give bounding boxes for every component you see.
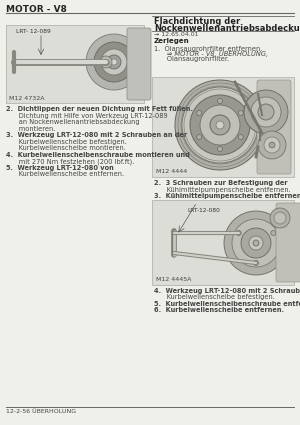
Text: Kurbelwellenscheibe befestigen.: Kurbelwellenscheibe befestigen. — [154, 295, 275, 300]
Circle shape — [271, 230, 276, 235]
Text: M12 4444: M12 4444 — [156, 169, 187, 174]
Text: 5.  Kurbelwellenscheibenschraube entfernen.: 5. Kurbelwellenscheibenschraube entferne… — [154, 301, 300, 307]
Text: Kurbelwellenscheibe befestigen.: Kurbelwellenscheibe befestigen. — [6, 139, 127, 145]
Circle shape — [197, 134, 202, 139]
Text: 4.  Kurbelwellenscheibenschraube montieren und: 4. Kurbelwellenscheibenschraube montiere… — [6, 151, 190, 158]
Circle shape — [258, 131, 286, 159]
Circle shape — [253, 240, 259, 246]
Circle shape — [111, 59, 117, 65]
Circle shape — [100, 56, 112, 68]
Circle shape — [249, 236, 263, 250]
Text: mit 270 Nm festziehen (200 lbf.ft).: mit 270 Nm festziehen (200 lbf.ft). — [6, 158, 134, 164]
Circle shape — [258, 104, 274, 120]
Text: Dichtung mit Hilfe von Werkzeug LRT-12-089: Dichtung mit Hilfe von Werkzeug LRT-12-0… — [6, 113, 168, 119]
Text: 12-2-56 ÜBERHOLUNG: 12-2-56 ÜBERHOLUNG — [6, 409, 76, 414]
Text: Nockenwellenantriebsabdeckung: Nockenwellenantriebsabdeckung — [154, 24, 300, 33]
Circle shape — [254, 261, 259, 266]
Circle shape — [241, 228, 271, 258]
Circle shape — [238, 110, 243, 116]
Circle shape — [269, 142, 275, 148]
Circle shape — [274, 212, 286, 224]
Circle shape — [218, 99, 223, 104]
FancyBboxPatch shape — [257, 80, 291, 174]
Circle shape — [269, 142, 275, 148]
FancyBboxPatch shape — [276, 203, 300, 282]
Text: 4.  Werkzeug LRT-12-080 mit 2 Schrauben an der: 4. Werkzeug LRT-12-080 mit 2 Schrauben a… — [154, 288, 300, 294]
Circle shape — [210, 115, 230, 135]
Circle shape — [244, 90, 288, 134]
Circle shape — [107, 55, 121, 69]
Circle shape — [200, 105, 240, 145]
Text: Zerlegen: Zerlegen — [154, 38, 190, 44]
Text: an Nockenwellenantriebsabdeckung: an Nockenwellenantriebsabdeckung — [6, 119, 140, 125]
Circle shape — [244, 90, 288, 134]
Circle shape — [94, 42, 134, 82]
Text: 3.  Kühlmittelpumpenscheibe entfernen.: 3. Kühlmittelpumpenscheibe entfernen. — [154, 193, 300, 199]
Text: 5.  Werkzeug LRT-12-080 von: 5. Werkzeug LRT-12-080 von — [6, 164, 114, 170]
Circle shape — [251, 97, 281, 127]
Circle shape — [197, 110, 202, 116]
Text: MOTOR - V8: MOTOR - V8 — [6, 5, 67, 14]
Circle shape — [216, 121, 224, 129]
Text: LRT- 12-089: LRT- 12-089 — [16, 29, 51, 34]
Text: 2.  Dichtlippen der neuen Dichtung mit Fett füllen.: 2. Dichtlippen der neuen Dichtung mit Fe… — [6, 106, 193, 112]
Text: M12 4732A: M12 4732A — [9, 96, 44, 101]
Text: Kühlmittelpumpenscheibe entfernen.: Kühlmittelpumpenscheibe entfernen. — [154, 187, 291, 193]
Text: 3.  Werkzeug LRT-12-080 mit 2 Schrauben an der: 3. Werkzeug LRT-12-080 mit 2 Schrauben a… — [6, 132, 187, 138]
Circle shape — [86, 34, 142, 90]
Circle shape — [238, 134, 243, 139]
Circle shape — [251, 97, 281, 127]
Circle shape — [264, 137, 280, 153]
Text: montieren.: montieren. — [6, 125, 56, 131]
Text: 2.  3 Schrauben zur Befestigung der: 2. 3 Schrauben zur Befestigung der — [154, 180, 288, 186]
Text: Flachdichtung der: Flachdichtung der — [154, 17, 240, 26]
Circle shape — [101, 49, 127, 75]
FancyBboxPatch shape — [127, 28, 151, 100]
Text: M12 4445A: M12 4445A — [156, 277, 191, 282]
Circle shape — [232, 219, 280, 267]
Circle shape — [224, 211, 288, 275]
Text: Kurbelwellenscheibe montieren.: Kurbelwellenscheibe montieren. — [6, 145, 126, 151]
Circle shape — [270, 208, 290, 228]
Circle shape — [175, 80, 265, 170]
Circle shape — [258, 104, 274, 120]
Circle shape — [258, 131, 286, 159]
Circle shape — [264, 137, 280, 153]
Circle shape — [190, 95, 250, 155]
FancyBboxPatch shape — [152, 77, 294, 177]
Text: Ölansaugrohrfilter.: Ölansaugrohrfilter. — [154, 54, 229, 62]
FancyBboxPatch shape — [152, 200, 294, 285]
Text: LRT-12-080: LRT-12-080 — [187, 208, 220, 213]
Text: ⇒ MOTOR - V8, ÜBERHOLUNG,: ⇒ MOTOR - V8, ÜBERHOLUNG, — [154, 49, 268, 57]
Circle shape — [236, 230, 241, 235]
Text: Kurbelwellenscheibe entfernen.: Kurbelwellenscheibe entfernen. — [6, 171, 124, 177]
Circle shape — [182, 87, 258, 163]
Text: → 12.65.04.01: → 12.65.04.01 — [154, 32, 199, 37]
Text: 1.  Ölansaugrohrfilter entfernen.: 1. Ölansaugrohrfilter entfernen. — [154, 44, 262, 52]
FancyBboxPatch shape — [6, 25, 144, 103]
Circle shape — [218, 147, 223, 151]
Text: 6.  Kurbelwellenscheibe entfernen.: 6. Kurbelwellenscheibe entfernen. — [154, 308, 284, 314]
